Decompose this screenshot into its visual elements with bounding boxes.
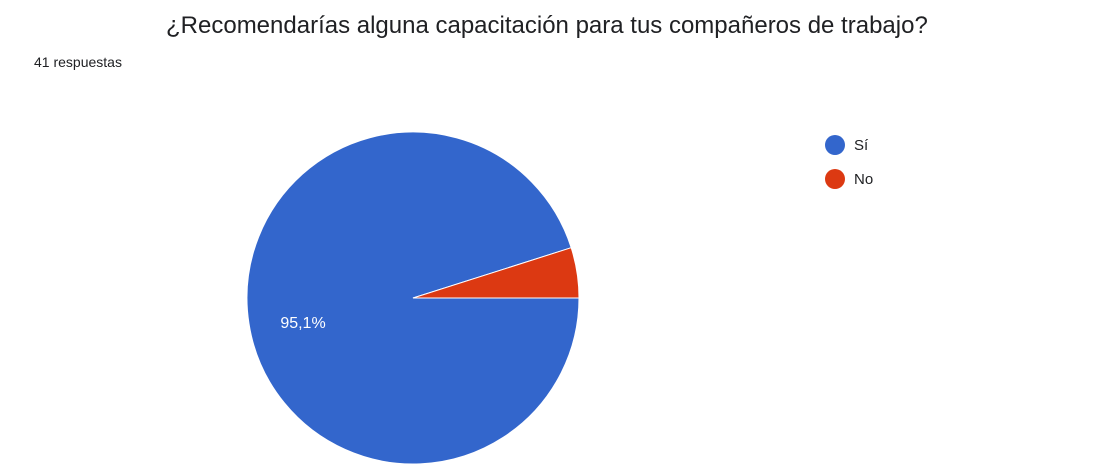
- question-title: ¿Recomendarías alguna capacitación para …: [166, 12, 928, 39]
- response-count: 41 respuestas: [34, 54, 122, 70]
- legend-swatch: [825, 135, 845, 155]
- slice-label-si: 95,1%: [280, 315, 325, 332]
- legend-label: No: [854, 170, 874, 188]
- pie-slice-no: [412, 247, 580, 299]
- legend-label: Sí: [854, 136, 869, 154]
- legend-item-no[interactable]: No: [825, 169, 873, 189]
- legend-item-si[interactable]: Sí: [825, 135, 868, 155]
- legend-swatch: [825, 169, 845, 189]
